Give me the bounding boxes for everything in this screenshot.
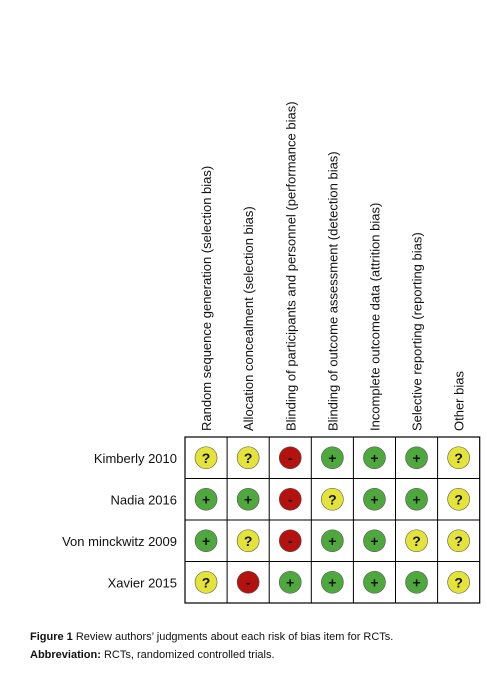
judgment-symbol: +	[328, 533, 336, 549]
judgment-symbol: ?	[412, 533, 421, 549]
judgment-circle	[278, 487, 302, 511]
judgment-circle	[321, 446, 344, 470]
judgment-symbol: +	[202, 533, 210, 549]
column-label: Random sequence generation (selection bi…	[199, 166, 214, 431]
judgment-symbol: +	[370, 533, 378, 549]
judgment-circle	[405, 529, 428, 553]
judgment-symbol: ?	[202, 450, 211, 466]
judgment-circle	[363, 529, 386, 553]
judgment-circle	[194, 487, 218, 511]
judgment-circle	[236, 487, 260, 511]
column-label: Blinding of participants and personnel (…	[283, 101, 298, 431]
judgment-symbol: -	[288, 450, 293, 466]
judgment-circle	[321, 529, 344, 553]
judgment-circle	[363, 487, 386, 511]
column-label: Incomplete outcome data (attrition bias)	[367, 203, 382, 431]
judgment-circle	[194, 529, 218, 553]
column-label: Selective reporting (reporting bias)	[410, 232, 425, 431]
judgment-symbol: ?	[244, 450, 253, 466]
judgment-symbol: +	[328, 574, 336, 590]
judgment-circle	[278, 529, 302, 553]
judgment-circle	[194, 570, 218, 594]
judgment-symbol: +	[328, 450, 336, 466]
abbreviation-line: Abbreviation: RCTs, randomized controlle…	[30, 649, 275, 661]
judgment-symbol: +	[370, 574, 378, 590]
judgment-circle	[236, 446, 260, 470]
caption-line: Figure 1 Review authors’ judgments about…	[30, 631, 393, 643]
judgment-symbol: +	[286, 574, 294, 590]
judgment-circle	[194, 446, 218, 470]
study-label: Von minckwitz 2009	[62, 534, 177, 549]
judgment-circle	[278, 446, 302, 470]
judgment-symbol: ?	[454, 574, 463, 590]
column-label: Allocation concealment (selection bias)	[241, 206, 256, 431]
judgment-symbol: ?	[454, 450, 463, 466]
judgment-circle	[278, 570, 302, 594]
abbreviation-label: Abbreviation:	[30, 649, 101, 661]
judgment-circle	[363, 570, 386, 594]
abbreviation-text: RCTs, randomized controlled trials.	[101, 649, 275, 661]
judgment-circle	[447, 487, 470, 511]
caption-text: Review authors’ judgments about each ris…	[73, 631, 394, 643]
judgment-symbol: ?	[244, 533, 253, 549]
judgment-symbol: +	[412, 574, 420, 590]
judgment-symbol: -	[246, 574, 251, 590]
judgment-circle	[236, 570, 260, 594]
judgment-symbol: ?	[328, 491, 337, 507]
judgment-symbol: ?	[454, 491, 463, 507]
judgment-circle	[447, 570, 470, 594]
study-label: Nadia 2016	[111, 492, 178, 507]
judgment-circle	[363, 446, 386, 470]
judgment-symbol: +	[412, 491, 420, 507]
column-label: Other bias	[452, 371, 467, 431]
judgment-circle	[405, 446, 428, 470]
caption-label: Figure 1	[30, 631, 73, 643]
judgment-circle	[321, 487, 344, 511]
judgment-symbol: ?	[202, 574, 211, 590]
judgment-symbol: ?	[454, 533, 463, 549]
judgment-symbol: +	[244, 491, 252, 507]
judgment-symbol: +	[370, 491, 378, 507]
judgment-symbol: -	[288, 491, 293, 507]
judgment-circle	[236, 529, 260, 553]
study-label: Kimberly 2010	[94, 451, 177, 466]
study-label: Xavier 2015	[108, 575, 177, 590]
judgment-symbol: +	[412, 450, 420, 466]
column-label: Blinding of outcome assessment (detectio…	[325, 151, 340, 431]
judgment-circle	[447, 529, 470, 553]
judgment-symbol: -	[288, 533, 293, 549]
judgment-circle	[405, 487, 428, 511]
judgment-symbol: +	[370, 450, 378, 466]
judgment-circle	[321, 570, 344, 594]
judgment-symbol: +	[202, 491, 210, 507]
judgment-circle	[405, 570, 428, 594]
judgment-circle	[447, 446, 470, 470]
